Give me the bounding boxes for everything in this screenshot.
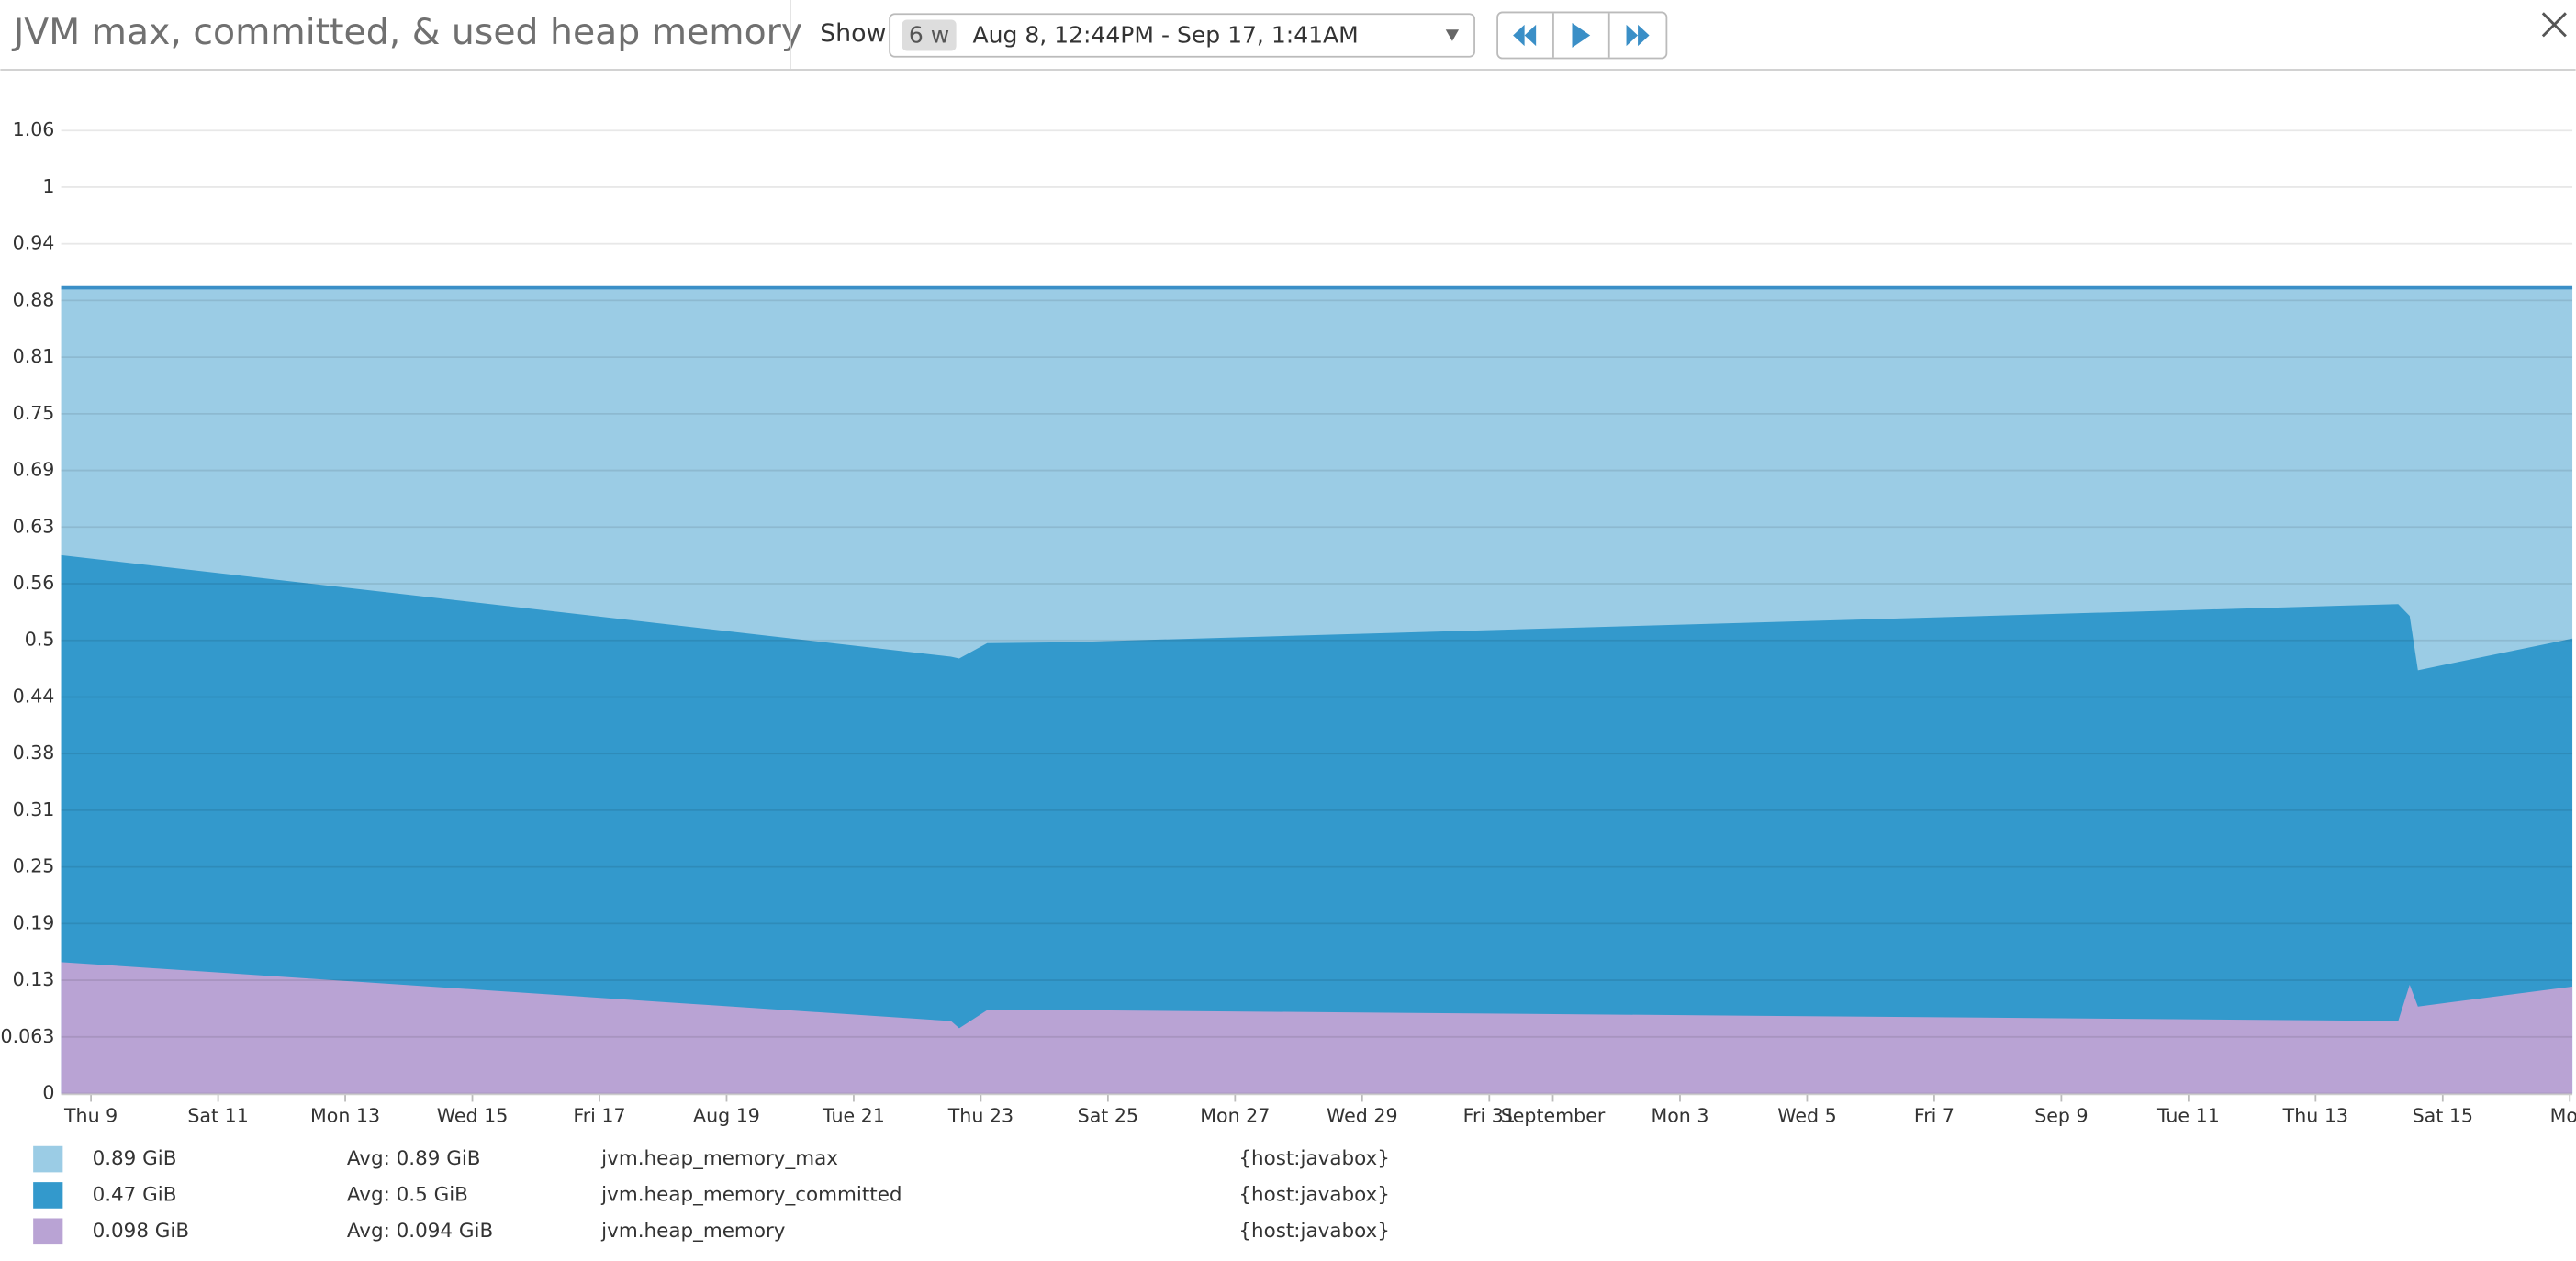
legend-last-value: 0.098 GiB	[93, 1220, 190, 1243]
range-text: Aug 8, 12:44PM - Sep 17, 1:41AM	[973, 21, 1359, 48]
y-tick-label: 0.38	[13, 742, 55, 764]
legend-swatch	[33, 1145, 63, 1173]
legend-row: 0.098 GiB Avg: 0.094 GiB jvm.heap_memory {h…	[33, 1218, 1390, 1245]
x-tick-label: Mon 13	[310, 1105, 380, 1127]
x-tick-label: Wed 29	[1327, 1105, 1398, 1127]
x-tick-label: Tue 21	[822, 1105, 885, 1127]
legend-average: Avg: 0.89 GiB	[347, 1147, 481, 1170]
span-text: 6 w	[909, 21, 949, 48]
legend-average: Avg: 0.5 GiB	[347, 1183, 468, 1206]
x-tick-label: Sat 25	[1078, 1105, 1138, 1127]
rewind-button[interactable]	[1513, 24, 1537, 47]
legend-row: 0.89 GiB Avg: 0.89 GiB jvm.heap_memory_max…	[33, 1145, 1390, 1173]
legend-swatch	[33, 1182, 63, 1209]
x-tick-label: Wed 5	[1777, 1105, 1836, 1127]
y-tick-label: 0.94	[13, 232, 55, 254]
legend-swatch	[33, 1218, 63, 1245]
chart-title: JVM max, committed, & used heap memory	[11, 11, 802, 53]
legend-metric-name: jvm.heap_memory_committed	[600, 1183, 902, 1206]
show-label: Show	[820, 19, 886, 48]
legend-average: Avg: 0.094 GiB	[347, 1220, 493, 1243]
legend-scope: {host:javabox}	[1238, 1183, 1390, 1206]
time-range-dropdown[interactable]: 6 w Aug 8, 12:44PM - Sep 17, 1:41AM	[889, 13, 1475, 58]
y-tick-label: 0.44	[13, 685, 55, 707]
legend-last-value: 0.89 GiB	[93, 1147, 177, 1170]
y-tick-label: 0.81	[13, 345, 55, 367]
legend-metric-name: jvm.heap_memory_max	[600, 1147, 838, 1170]
area	[61, 554, 2573, 1094]
x-tick-label: Sat 11	[187, 1105, 248, 1127]
x-tick-label: September	[1501, 1105, 1606, 1127]
legend-last-value: 0.47 GiB	[93, 1183, 177, 1206]
y-tick-label: 0.31	[13, 798, 55, 820]
y-tick-label: 0.88	[13, 288, 55, 310]
x-tick-label: Mon 3	[1651, 1105, 1708, 1127]
x-tick-label: Fri 7	[1914, 1105, 1954, 1127]
y-tick-label: 0.63	[13, 515, 55, 537]
y-tick-label: 0	[42, 1082, 54, 1104]
area	[61, 962, 2573, 1094]
y-tick-label: 0.56	[13, 572, 55, 594]
legend-row: 0.47 GiB Avg: 0.5 GiB jvm.heap_memory_comm…	[33, 1182, 1390, 1209]
y-tick-label: 0.69	[13, 459, 55, 481]
x-tick-label: Fri 17	[573, 1105, 625, 1127]
forward-button[interactable]	[1626, 24, 1650, 47]
x-tick-label: Tue 11	[2156, 1105, 2220, 1127]
legend-metric-name: jvm.heap_memory	[600, 1220, 786, 1243]
dropdown-arrow	[1445, 29, 1460, 41]
y-tick-label: 0.19	[13, 911, 55, 933]
x-tick-label: Thu 13	[2282, 1105, 2348, 1127]
x-tick-label: Fri 31	[1463, 1105, 1516, 1127]
y-tick-label: 0.5	[25, 629, 55, 651]
x-tick-label: Thu 9	[63, 1105, 118, 1127]
span-pill	[902, 19, 957, 51]
y-tick-label: 0.25	[13, 855, 55, 877]
nav-buttons	[1496, 11, 1668, 60]
x-tick-label: Mon	[2550, 1105, 2576, 1127]
legend-scope: {host:javabox}	[1238, 1220, 1390, 1243]
x-tick-label: Sat 15	[2413, 1105, 2473, 1127]
y-tick-label: 0.063	[1, 1025, 55, 1047]
x-tick-label: Wed 15	[437, 1105, 509, 1127]
dropdown-box	[889, 13, 1475, 58]
x-tick-label: Mon 27	[1200, 1105, 1270, 1127]
y-tick-label: 1	[42, 175, 54, 197]
y-tick-label: 1.06	[13, 118, 55, 140]
y-tick-label: 0.13	[13, 968, 55, 990]
play-button[interactable]	[1572, 23, 1591, 48]
x-tick-label: Thu 23	[947, 1105, 1014, 1127]
x-tick-label: Aug 19	[693, 1105, 760, 1127]
x-tick-label: Sep 9	[2034, 1105, 2088, 1127]
legend-scope: {host:javabox}	[1238, 1147, 1390, 1170]
y-tick-label: 0.75	[13, 402, 55, 424]
close-button[interactable]	[2541, 12, 2567, 38]
